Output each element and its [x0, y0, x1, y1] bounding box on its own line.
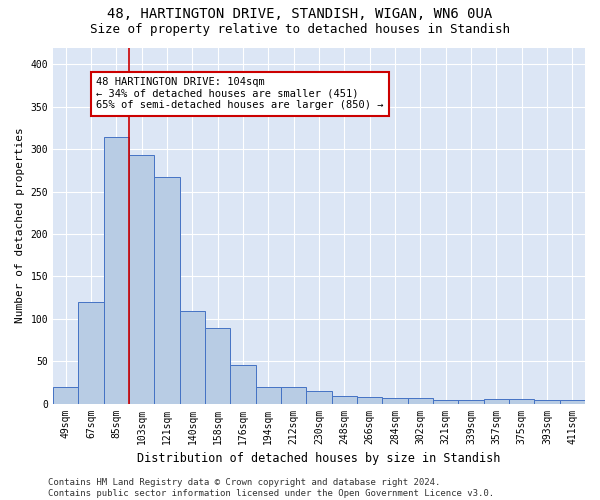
- Bar: [484, 400, 509, 404]
- Bar: [205, 328, 230, 404]
- Text: 48, HARTINGTON DRIVE, STANDISH, WIGAN, WN6 0UA: 48, HARTINGTON DRIVE, STANDISH, WIGAN, W…: [107, 8, 493, 22]
- Bar: [509, 400, 535, 404]
- Bar: [458, 400, 484, 404]
- Text: Contains HM Land Registry data © Crown copyright and database right 2024.
Contai: Contains HM Land Registry data © Crown c…: [48, 478, 494, 498]
- Y-axis label: Number of detached properties: Number of detached properties: [15, 128, 25, 324]
- Bar: [382, 398, 407, 404]
- Bar: [281, 386, 307, 404]
- Bar: [154, 177, 179, 404]
- Bar: [79, 302, 104, 404]
- Bar: [357, 397, 382, 404]
- Bar: [560, 400, 585, 404]
- Bar: [179, 311, 205, 404]
- Bar: [256, 386, 281, 404]
- Bar: [129, 155, 154, 404]
- Text: 48 HARTINGTON DRIVE: 104sqm
← 34% of detached houses are smaller (451)
65% of se: 48 HARTINGTON DRIVE: 104sqm ← 34% of det…: [96, 77, 383, 110]
- Bar: [53, 388, 79, 404]
- Text: Size of property relative to detached houses in Standish: Size of property relative to detached ho…: [90, 22, 510, 36]
- Bar: [332, 396, 357, 404]
- Bar: [230, 366, 256, 404]
- Bar: [104, 136, 129, 404]
- Bar: [407, 398, 433, 404]
- Bar: [535, 400, 560, 404]
- X-axis label: Distribution of detached houses by size in Standish: Distribution of detached houses by size …: [137, 452, 501, 465]
- Bar: [433, 400, 458, 404]
- Bar: [307, 391, 332, 404]
